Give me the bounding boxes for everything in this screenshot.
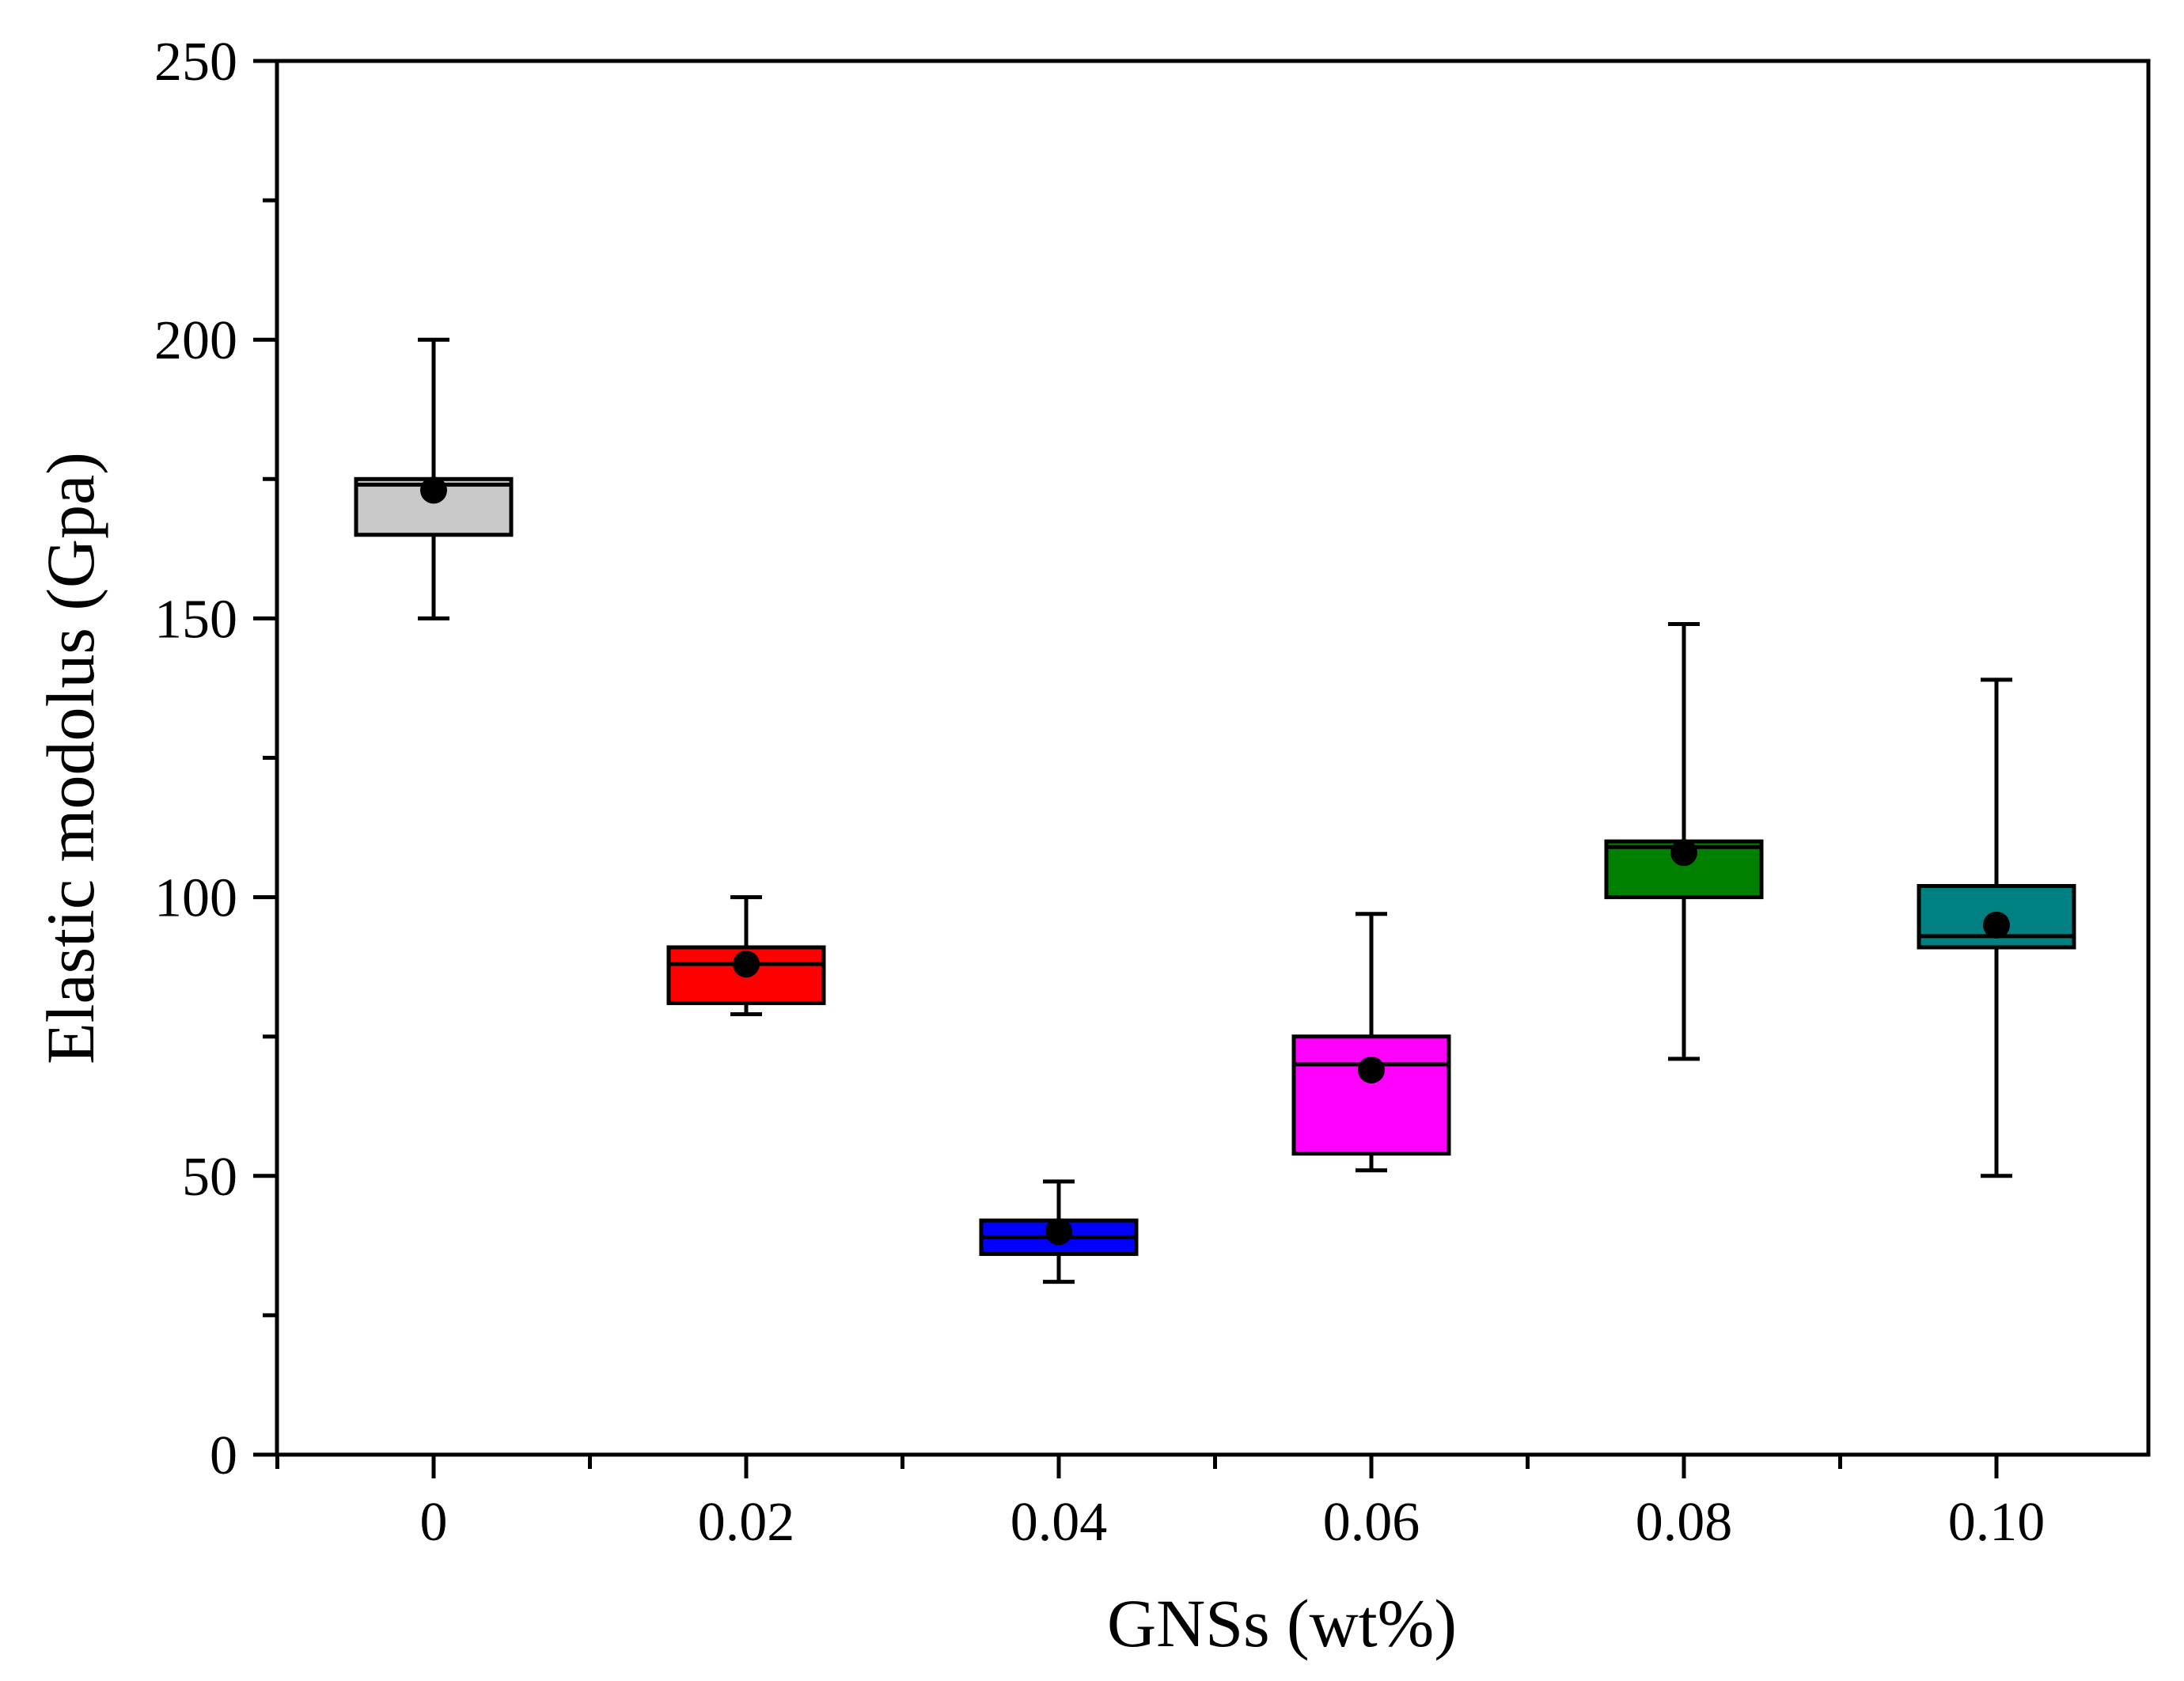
- y-tick-label: 150: [154, 589, 237, 650]
- mean-marker: [1045, 1218, 1072, 1246]
- x-tick-label: 0.04: [1010, 1492, 1108, 1553]
- y-axis-title: Elastic modolus (Gpa): [32, 452, 108, 1064]
- y-tick-label: 0: [210, 1425, 237, 1486]
- x-tick-label: 0.10: [1948, 1492, 2046, 1553]
- y-tick-label: 100: [154, 868, 237, 929]
- y-axis-ticks: 0 50 100 150 200 250: [154, 32, 277, 1486]
- x-tick-label: 0.08: [1636, 1492, 1733, 1553]
- x-axis-ticks: 0 0.02 0.04 0.06 0.08 0.10: [275, 1455, 2046, 1553]
- box-0.04: [979, 1179, 1139, 1284]
- y-tick-label: 200: [154, 310, 237, 371]
- mean-marker: [420, 476, 447, 504]
- mean-marker: [1983, 911, 2010, 939]
- boxes-layer: [354, 337, 2076, 1284]
- mean-marker: [733, 951, 760, 978]
- y-tick-label: 250: [154, 32, 237, 93]
- box-0: [354, 337, 514, 620]
- x-tick-label: 0.02: [698, 1492, 795, 1553]
- box-0.06: [1291, 912, 1451, 1173]
- plot-frame: [275, 59, 2151, 1457]
- box-0.10: [1917, 677, 2076, 1178]
- x-tick-label: 0.06: [1323, 1492, 1420, 1553]
- mean-marker: [1358, 1056, 1385, 1083]
- x-axis-title: GNSs (wt%): [1107, 1585, 1457, 1661]
- box-0.08: [1604, 621, 1764, 1061]
- iqr-box: [1291, 1034, 1451, 1156]
- x-tick-label: 0: [420, 1492, 448, 1553]
- mean-marker: [1670, 839, 1697, 867]
- y-tick-label: 50: [182, 1147, 237, 1208]
- box-0.02: [666, 895, 826, 1017]
